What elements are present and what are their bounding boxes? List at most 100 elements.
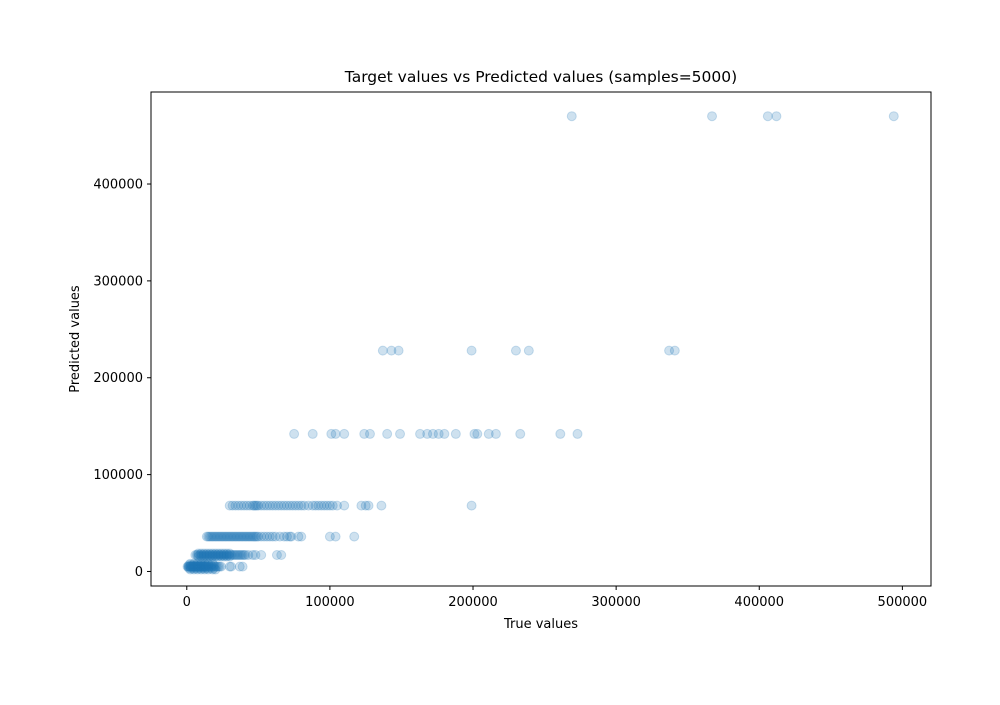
scatter-point bbox=[250, 500, 261, 511]
scatter-point bbox=[204, 561, 215, 572]
scatter-point bbox=[210, 548, 221, 559]
scatter-point bbox=[190, 560, 201, 571]
scatter-point bbox=[572, 428, 583, 439]
scatter-point bbox=[190, 550, 201, 560]
scatter-point bbox=[382, 428, 393, 439]
scatter-point bbox=[196, 560, 207, 571]
scatter-point bbox=[279, 500, 290, 511]
scatter-point bbox=[349, 531, 360, 542]
scatter-point bbox=[206, 531, 217, 542]
scatter-point bbox=[327, 500, 338, 511]
scatter-point bbox=[201, 548, 212, 559]
scatter-point bbox=[201, 531, 212, 542]
x-tick-label: 400000 bbox=[734, 595, 784, 610]
y-tick-label: 400000 bbox=[93, 178, 143, 193]
scatter-point bbox=[293, 500, 304, 511]
y-axis-label: Predicted values bbox=[68, 285, 83, 393]
scatter-point bbox=[198, 548, 209, 559]
scatter-point bbox=[198, 563, 209, 574]
scatter-point bbox=[185, 564, 196, 575]
scatter-point bbox=[201, 551, 212, 562]
scatter-point bbox=[208, 560, 219, 571]
scatter-point bbox=[185, 561, 196, 572]
scatter-point bbox=[188, 561, 199, 572]
scatter-point bbox=[197, 550, 208, 560]
scatter-point bbox=[237, 550, 248, 560]
scatter-point bbox=[256, 500, 267, 511]
scatter-point bbox=[207, 531, 218, 542]
scatter-point bbox=[204, 548, 215, 559]
x-axis: 0 100000 200000 300000 400000 500000 bbox=[183, 586, 927, 610]
scatter-point bbox=[271, 550, 282, 560]
scatter-point bbox=[250, 531, 261, 542]
scatter-point bbox=[289, 428, 300, 439]
scatter-point bbox=[523, 345, 534, 356]
scatter-point bbox=[223, 531, 234, 542]
scatter-point bbox=[270, 531, 281, 542]
scatter-point bbox=[207, 550, 218, 560]
scatter-point bbox=[206, 561, 217, 572]
scatter-point bbox=[234, 550, 245, 560]
scatter-point bbox=[207, 558, 218, 569]
points-layer bbox=[182, 111, 899, 575]
scatter-point bbox=[227, 550, 238, 560]
scatter-point bbox=[669, 345, 680, 356]
scatter-point bbox=[490, 428, 501, 439]
scatter-point bbox=[324, 500, 335, 511]
scatter-point bbox=[201, 561, 212, 572]
scatter-point bbox=[261, 531, 272, 542]
scatter-point bbox=[762, 111, 773, 122]
scatter-point bbox=[249, 500, 260, 511]
scatter-point bbox=[190, 563, 201, 574]
scatter-point bbox=[186, 561, 197, 572]
scatter-point bbox=[251, 500, 262, 511]
scatter-point bbox=[218, 548, 229, 559]
scatter-point bbox=[233, 500, 244, 511]
plot-frame bbox=[150, 91, 932, 587]
scatter-point bbox=[330, 428, 341, 439]
scatter-point bbox=[231, 550, 242, 560]
scatter-point bbox=[377, 345, 388, 356]
scatter-point bbox=[216, 561, 227, 572]
scatter-point bbox=[194, 563, 205, 574]
scatter-point bbox=[214, 531, 225, 542]
scatter-point bbox=[230, 550, 241, 560]
scatter-point bbox=[234, 531, 245, 542]
scatter-point bbox=[193, 561, 204, 572]
scatter-point bbox=[339, 500, 350, 511]
scatter-point bbox=[472, 428, 483, 439]
scatter-point bbox=[267, 500, 278, 511]
scatter-point bbox=[231, 531, 242, 542]
scatter-point bbox=[270, 500, 281, 511]
scatter-point bbox=[247, 531, 258, 542]
scatter-point bbox=[224, 531, 235, 542]
scatter-point bbox=[256, 550, 267, 560]
y-tick-label: 300000 bbox=[93, 274, 143, 289]
scatter-point bbox=[211, 531, 222, 542]
scatter-point bbox=[224, 551, 235, 562]
scatter-point bbox=[191, 550, 202, 560]
scatter-point bbox=[356, 500, 367, 511]
scatter-point bbox=[276, 550, 287, 560]
scatter-point bbox=[183, 563, 194, 574]
scatter-point bbox=[200, 550, 211, 560]
scatter-point bbox=[243, 550, 254, 560]
scatter-point bbox=[203, 558, 214, 569]
scatter-point bbox=[236, 531, 247, 542]
scatter-point bbox=[233, 531, 244, 542]
scatter-point bbox=[422, 428, 433, 439]
scatter-point bbox=[216, 531, 227, 542]
scatter-point bbox=[214, 561, 225, 572]
scatter-point bbox=[192, 564, 203, 575]
scatter-point bbox=[307, 428, 318, 439]
scatter-point bbox=[182, 561, 193, 572]
scatter-point bbox=[483, 428, 494, 439]
scatter-point bbox=[281, 531, 292, 542]
scatter-point bbox=[330, 531, 341, 542]
scatter-point bbox=[201, 560, 212, 571]
scatter-point bbox=[185, 558, 196, 569]
scatter-point bbox=[360, 500, 371, 511]
y-tick-label: 200000 bbox=[93, 371, 143, 386]
scatter-point bbox=[210, 551, 221, 562]
